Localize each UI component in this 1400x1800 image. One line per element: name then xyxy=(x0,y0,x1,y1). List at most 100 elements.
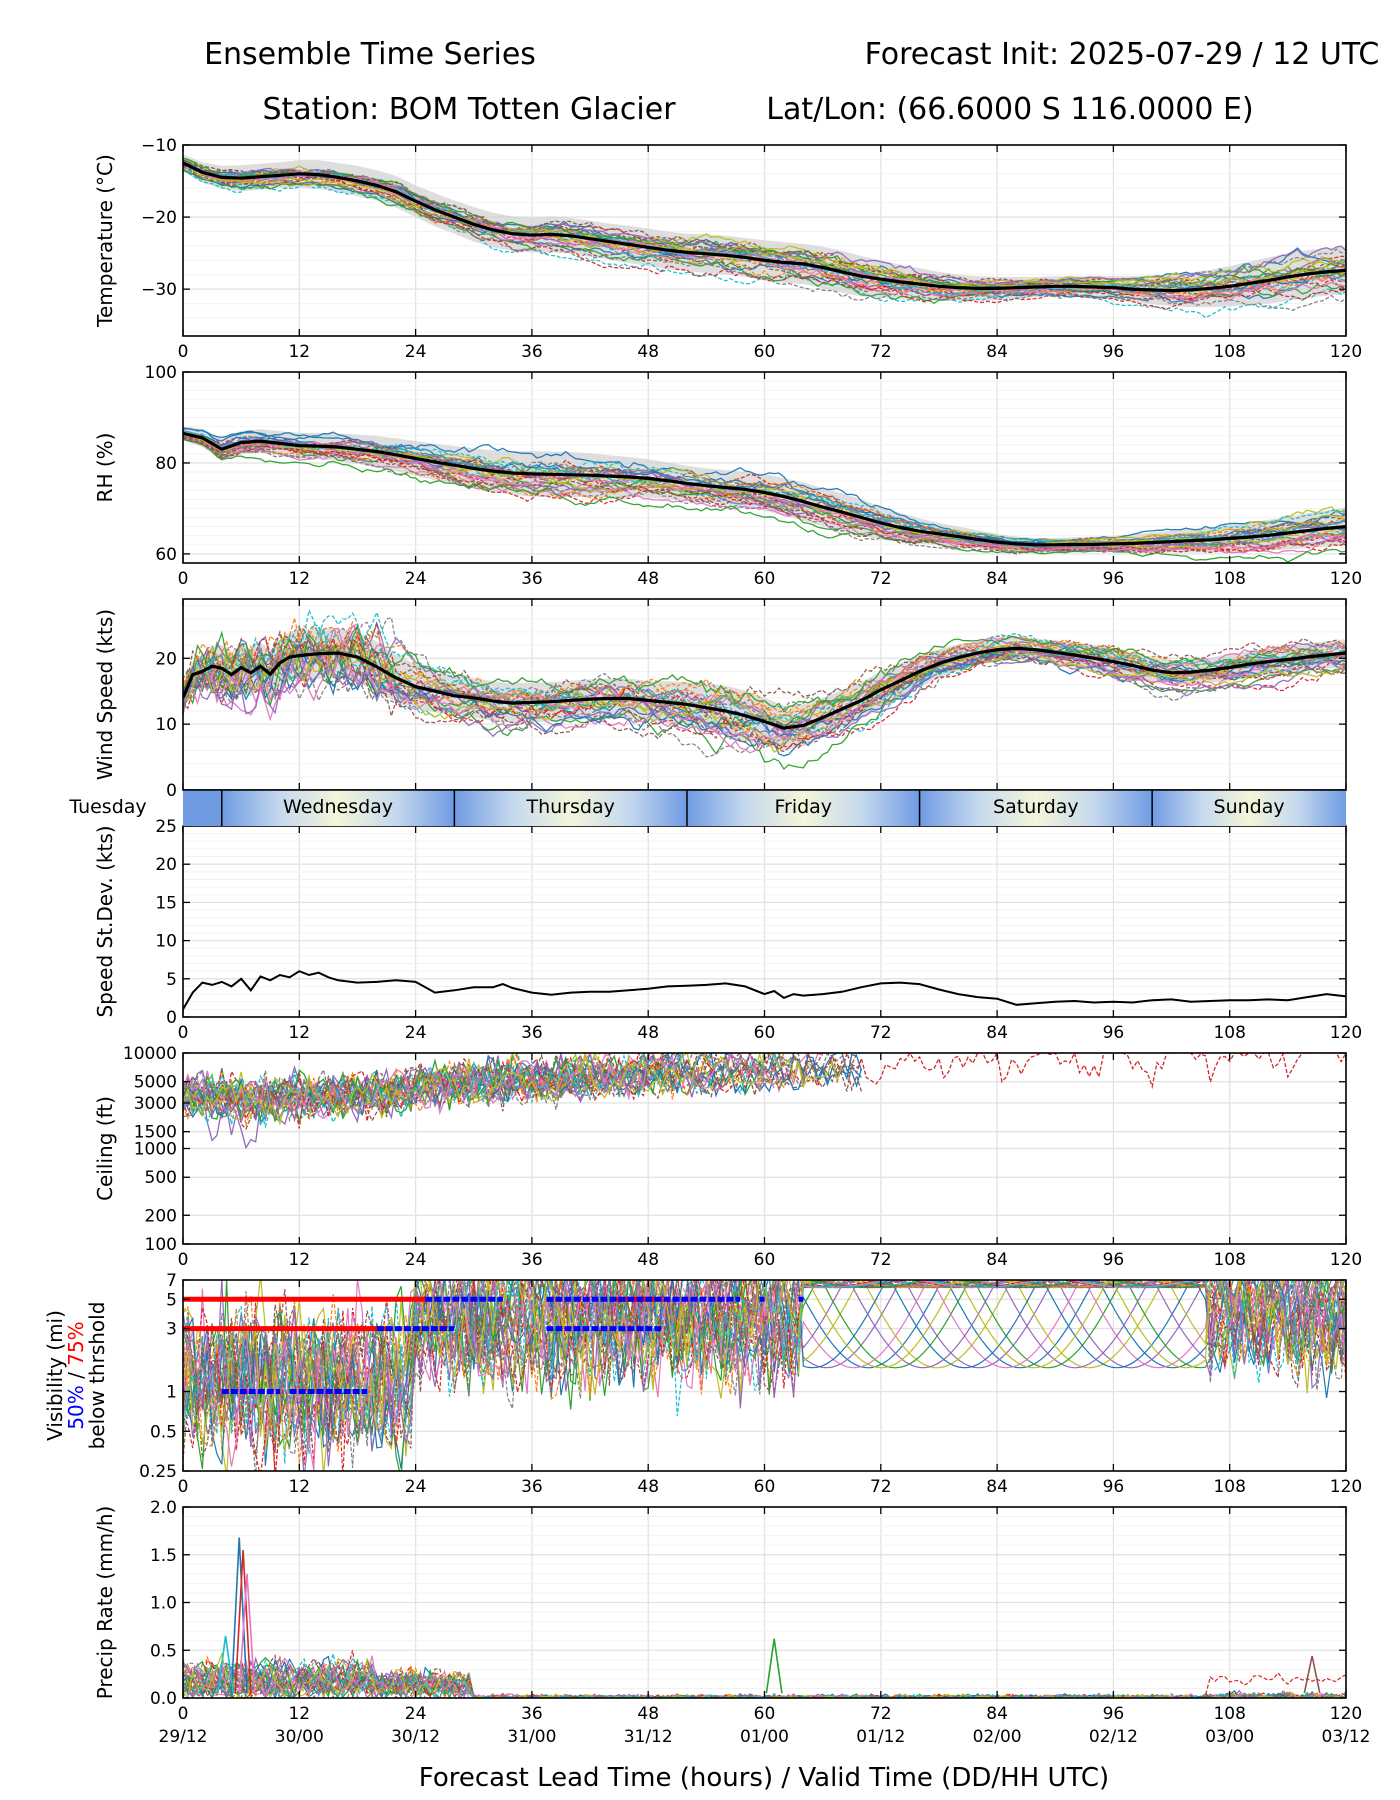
x-tick-label: 108 xyxy=(1213,1023,1245,1043)
y-tick-label: 25 xyxy=(155,817,177,837)
member-line xyxy=(183,641,1346,731)
latlon-label: Lat/Lon: (66.6000 S 116.0000 E) xyxy=(766,92,1253,127)
x-tick-label: 24 xyxy=(405,1704,427,1724)
valid-time-label: 31/12 xyxy=(624,1727,673,1747)
member-line xyxy=(183,166,1346,310)
x-tick-label: 36 xyxy=(521,1250,543,1270)
x-tick-label: 108 xyxy=(1213,569,1245,589)
y-tick-label: 10000 xyxy=(123,1044,177,1064)
pct-75-label: 75% xyxy=(64,1321,88,1365)
y-axis-label-pct: 50% / 75% xyxy=(64,1321,88,1429)
precip-peak xyxy=(238,1573,256,1694)
x-tick-label: 120 xyxy=(1330,1250,1362,1270)
y-tick-label: 3 xyxy=(166,1320,177,1340)
valid-time-label: 02/12 xyxy=(1089,1727,1138,1747)
x-tick-label: 0 xyxy=(178,1704,189,1724)
x-tick-label: 108 xyxy=(1213,342,1245,362)
y-tick-label: 100 xyxy=(145,1235,177,1255)
day-label: Wednesday xyxy=(283,796,393,818)
pct-50-label: 50% xyxy=(64,1385,88,1429)
day-label: Tuesday xyxy=(68,796,146,818)
x-tick-label: 108 xyxy=(1213,1704,1245,1724)
member-line xyxy=(183,1650,1346,1698)
y-tick-label: 3000 xyxy=(134,1094,177,1114)
member-line xyxy=(183,620,1346,718)
plot-area xyxy=(183,154,1346,319)
x-tick-label: 60 xyxy=(754,1477,776,1497)
y-tick-label: 1500 xyxy=(134,1123,177,1143)
x-tick-label: 60 xyxy=(754,1704,776,1724)
plot-area xyxy=(183,1280,1346,1471)
ensemble-mean-line xyxy=(183,646,1346,730)
x-tick-label: 96 xyxy=(1103,342,1125,362)
chart-title-left: Ensemble Time Series xyxy=(204,37,536,72)
member-line xyxy=(183,162,1346,290)
day-segment xyxy=(1152,790,1346,826)
y-axis-label: Temperature (°C) xyxy=(93,154,117,328)
member-line xyxy=(183,1657,1346,1698)
y-tick-label: 0.5 xyxy=(150,1641,177,1661)
x-tick-label: 120 xyxy=(1330,569,1362,589)
y-tick-label: 1000 xyxy=(134,1140,177,1160)
member-line xyxy=(183,1657,1346,1698)
precip-peak xyxy=(1303,1655,1321,1694)
x-tick-label: 72 xyxy=(870,1477,892,1497)
x-tick-label: 96 xyxy=(1103,1250,1125,1270)
y-tick-label: 1.0 xyxy=(150,1594,177,1614)
x-axis-label: Forecast Lead Time (hours) / Valid Time … xyxy=(419,1763,1109,1793)
x-tick-label: 48 xyxy=(637,1023,659,1043)
x-tick-label: 12 xyxy=(288,569,310,589)
y-axis-label: Ceiling (ft) xyxy=(93,1096,117,1201)
x-tick-label: 84 xyxy=(986,1023,1008,1043)
x-tick-label: 120 xyxy=(1330,342,1362,362)
x-tick-label: 24 xyxy=(405,569,427,589)
y-tick-label: 0 xyxy=(166,1008,177,1028)
y-tick-label: 0.0 xyxy=(150,1689,177,1709)
x-tick-label: 96 xyxy=(1103,569,1125,589)
panel-0: −10 −20 −30 0 12 24 36 48 60 72 84 96 108 120 Temperat… xyxy=(93,136,1362,362)
plot-area xyxy=(183,1053,1346,1150)
y-tick-label: 7 xyxy=(166,1271,177,1291)
valid-time-label: 29/12 xyxy=(159,1727,208,1747)
member-line xyxy=(183,1280,1346,1471)
plot-area xyxy=(183,970,1346,1010)
y-axis-label: Visibility (mi) xyxy=(43,1310,67,1441)
x-tick-label: 72 xyxy=(870,1250,892,1270)
y-tick-label: 10 xyxy=(155,715,177,735)
member-line xyxy=(183,427,1346,542)
member-line xyxy=(183,436,1346,555)
x-tick-label: 84 xyxy=(986,1250,1008,1270)
day-segment xyxy=(183,790,222,826)
y-tick-label: 5000 xyxy=(134,1073,177,1093)
x-tick-label: 0 xyxy=(178,1250,189,1270)
x-tick-label: 0 xyxy=(178,569,189,589)
member-line xyxy=(183,1053,780,1128)
member-line xyxy=(183,1053,862,1123)
x-tick-label: 108 xyxy=(1213,1250,1245,1270)
x-tick-label: 120 xyxy=(1330,1477,1362,1497)
x-tick-label: 108 xyxy=(1213,1477,1245,1497)
x-tick-label: 72 xyxy=(870,1023,892,1043)
member-line xyxy=(183,438,1346,563)
x-tick-label: 72 xyxy=(870,1704,892,1724)
panel-6: 2.0 1.5 1.0 0.5 0.00 12 24 36 48 60 72 84 96 108 120 Pr… xyxy=(93,1498,1362,1724)
member-line xyxy=(183,1280,1346,1452)
pct-sep: / xyxy=(64,1366,88,1385)
y-tick-label: 1.5 xyxy=(150,1546,177,1566)
day-label: Thursday xyxy=(525,796,614,818)
member-line xyxy=(183,437,1346,555)
y-tick-label: 0 xyxy=(166,781,177,801)
y-tick-label: 15 xyxy=(155,893,177,913)
x-tick-label: 36 xyxy=(521,342,543,362)
x-tick-label: 60 xyxy=(754,569,776,589)
x-tick-label: 60 xyxy=(754,1023,776,1043)
member-line xyxy=(183,166,1346,312)
x-tick-label: 36 xyxy=(521,1704,543,1724)
x-tick-label: 24 xyxy=(405,342,427,362)
precip-peak xyxy=(765,1638,783,1694)
x-tick-label: 96 xyxy=(1103,1023,1125,1043)
y-tick-label: 80 xyxy=(155,454,177,474)
chart-title-right: Forecast Init: 2025-07-29 / 12 UTC xyxy=(865,37,1380,72)
y-tick-label: 500 xyxy=(145,1168,177,1188)
